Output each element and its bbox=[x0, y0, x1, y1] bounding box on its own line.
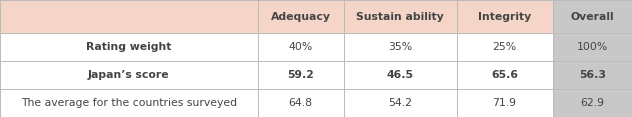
Bar bbox=[456, 89, 552, 117]
Bar bbox=[0, 0, 257, 33]
Text: Japan’s score: Japan’s score bbox=[88, 70, 169, 80]
Bar bbox=[456, 33, 552, 61]
Bar bbox=[552, 0, 632, 33]
Bar bbox=[257, 61, 344, 89]
Bar bbox=[257, 89, 344, 117]
Bar bbox=[0, 89, 257, 117]
Text: 71.9: 71.9 bbox=[492, 98, 516, 108]
Text: 46.5: 46.5 bbox=[387, 70, 413, 80]
Bar bbox=[344, 33, 456, 61]
Bar bbox=[0, 61, 257, 89]
Text: 40%: 40% bbox=[288, 42, 313, 52]
Text: 59.2: 59.2 bbox=[287, 70, 314, 80]
Bar bbox=[344, 0, 456, 33]
Text: 62.9: 62.9 bbox=[580, 98, 604, 108]
Bar bbox=[257, 33, 344, 61]
Bar bbox=[456, 0, 552, 33]
Text: Overall: Overall bbox=[571, 12, 614, 22]
Bar bbox=[344, 89, 456, 117]
Text: 25%: 25% bbox=[492, 42, 516, 52]
Bar bbox=[344, 61, 456, 89]
Text: Adequacy: Adequacy bbox=[270, 12, 331, 22]
Bar bbox=[456, 61, 552, 89]
Bar bbox=[257, 0, 344, 33]
Bar bbox=[552, 61, 632, 89]
Bar bbox=[0, 33, 257, 61]
Bar bbox=[552, 33, 632, 61]
Text: 65.6: 65.6 bbox=[491, 70, 518, 80]
Text: The average for the countries surveyed: The average for the countries surveyed bbox=[21, 98, 237, 108]
Text: Sustain ability: Sustain ability bbox=[356, 12, 444, 22]
Text: 100%: 100% bbox=[577, 42, 608, 52]
Text: Rating weight: Rating weight bbox=[86, 42, 171, 52]
Text: 56.3: 56.3 bbox=[579, 70, 606, 80]
Text: 35%: 35% bbox=[388, 42, 412, 52]
Text: 54.2: 54.2 bbox=[388, 98, 412, 108]
Bar bbox=[552, 89, 632, 117]
Text: 64.8: 64.8 bbox=[289, 98, 313, 108]
Text: Integrity: Integrity bbox=[478, 12, 532, 22]
